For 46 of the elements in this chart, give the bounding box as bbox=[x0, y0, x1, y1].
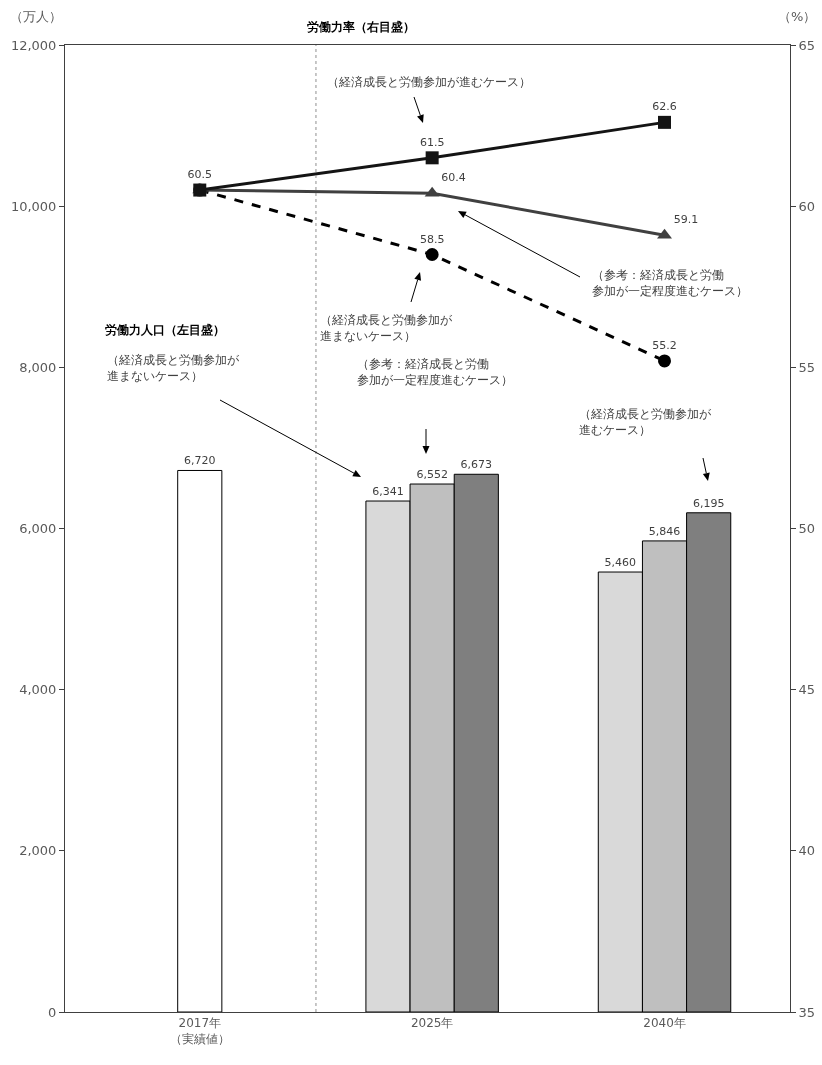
annotation: （経済成長と労働参加が進むケース） bbox=[327, 75, 531, 89]
data-label: 6,552 bbox=[416, 468, 448, 482]
data-label: 62.6 bbox=[652, 100, 677, 114]
bar bbox=[177, 469, 223, 1012]
y2-tick-label: 50 bbox=[798, 521, 816, 537]
y2-tick-label: 60 bbox=[798, 198, 816, 214]
y-axis-title: （万人） bbox=[10, 9, 62, 24]
text: 労働力率（右目盛） bbox=[307, 20, 415, 34]
y2-tick-label: 35 bbox=[798, 1004, 816, 1020]
x-tick-label: 2025年 bbox=[410, 1016, 454, 1031]
y-tick-label: 10,000 bbox=[10, 198, 57, 214]
annotation: （経済成長と労働参加が進まないケース） bbox=[107, 353, 240, 383]
data-label: 61.5 bbox=[419, 135, 445, 149]
data-label: 5,460 bbox=[604, 556, 637, 570]
annotation: 労働力人口（左目盛） bbox=[105, 323, 225, 337]
y-tick-label: 2,000 bbox=[19, 843, 57, 859]
y2-axis-title: （%） bbox=[778, 9, 817, 24]
annotation: （経済成長と労働参加が進まないケース） bbox=[320, 313, 453, 343]
data-label: 5,846 bbox=[648, 524, 681, 538]
x-tick-label: 2017年（実績値） bbox=[169, 1016, 230, 1046]
y2-tick-label: 55 bbox=[798, 359, 816, 375]
y2-tick-label: 65 bbox=[798, 37, 816, 53]
data-label: 6,673 bbox=[460, 458, 493, 472]
x-tick-label: 2040年 bbox=[643, 1016, 686, 1031]
data-label: 55.2 bbox=[652, 339, 677, 353]
data-label: 6,720 bbox=[184, 454, 216, 468]
data-label: 6,341 bbox=[372, 485, 404, 499]
data-label: 6,195 bbox=[692, 496, 725, 510]
point bbox=[425, 151, 439, 165]
point bbox=[658, 354, 672, 368]
annotation: （参考：経済成長と労働参加が一定程度進むケース） bbox=[357, 357, 513, 387]
data-label: 60.4 bbox=[441, 171, 466, 185]
y-tick-label: 4,000 bbox=[19, 682, 57, 698]
data-label: 58.5 bbox=[419, 232, 445, 246]
y2-tick-label: 45 bbox=[798, 682, 816, 698]
data-label: 59.1 bbox=[673, 213, 699, 227]
annotation: （経済成長と労働参加が進むケース） bbox=[579, 407, 712, 437]
point bbox=[425, 248, 439, 262]
y-tick-label: 8,000 bbox=[19, 359, 57, 375]
y2-tick-label: 40 bbox=[798, 843, 816, 859]
y-tick-label: 12,000 bbox=[10, 37, 57, 53]
point bbox=[658, 115, 672, 129]
y-tick-label: 6,000 bbox=[19, 521, 57, 537]
data-label: 60.5 bbox=[187, 168, 213, 182]
y-tick-label: 0 bbox=[48, 1004, 57, 1020]
annotation: （参考：経済成長と労働参加が一定程度進むケース） bbox=[592, 268, 748, 298]
